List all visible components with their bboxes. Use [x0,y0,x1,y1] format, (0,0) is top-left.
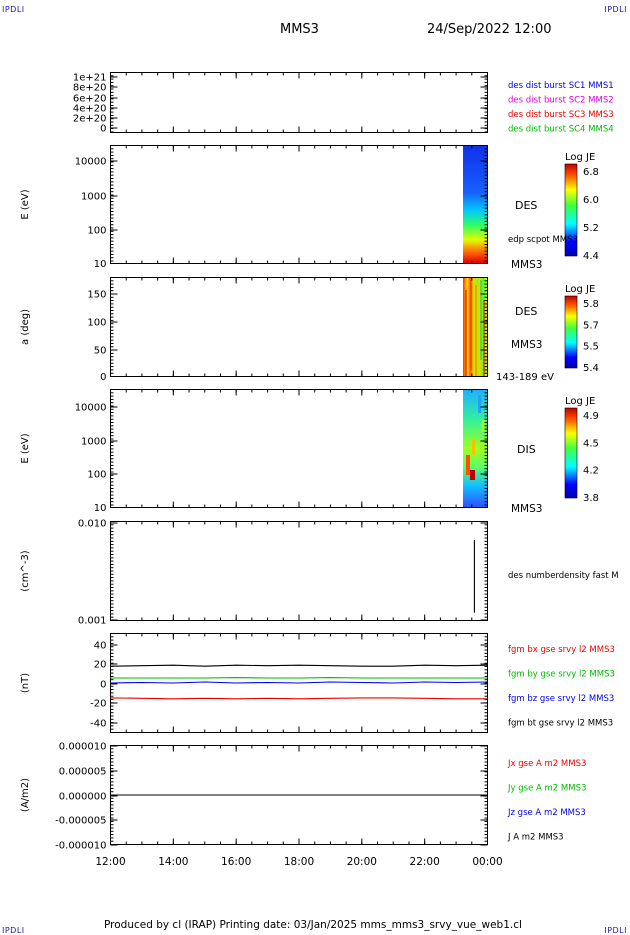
ylabel-density: (cm^-3) [20,550,31,591]
ylabel-dis_energy: E (eV) [20,433,31,463]
colorbar-tick-dis_energy: 4.2 [583,466,599,477]
legend-fgm: fgm bz gse srvy l2 MMS3 [508,694,614,704]
ytick-label-current: -0.000005 [55,816,106,827]
ylabel-fgm: (nT) [20,673,31,693]
ylabel-current: (A/m2) [20,778,31,812]
panel-des-energy-frame [111,146,488,264]
series-line-fgm [111,665,488,666]
legend-current: Jx gse A m2 MMS3 [507,759,586,769]
ytick-label-dis_energy: 10000 [75,403,107,414]
ytick-label-current: -0.000010 [55,841,106,852]
sublabel-des-energy: edp scpot MMS3 [508,235,578,245]
ytick-label-des_energy: 1000 [81,192,106,203]
ytick-label-fgm: 0 [100,680,106,691]
ytick-label-dis_energy: 10 [94,503,107,514]
colorbar-tick-des_pitch: 5.4 [583,363,599,374]
colorbar-tick-des_pitch: 5.8 [583,299,599,310]
legend-dist: des dist burst SC2 MMS2 [508,96,614,106]
colorbar-tick-dis_energy: 3.8 [583,493,599,504]
label-des-energy: DES [515,199,537,212]
data-lines [111,133,488,796]
time-tick-label: 22:00 [410,856,440,868]
colorbar-tick-dis_energy: 4.5 [583,438,599,449]
colorbar-des-pitch [565,296,577,368]
legend-density: des numberdensity fast M [508,571,619,581]
sc-des-energy: MMS3 [511,259,542,271]
ytick-label-des_pitch: 100 [87,318,106,329]
legend-fgm: fgm bt gse srvy l2 MMS3 [508,719,613,729]
ylabel-des_pitch: a (deg) [20,309,31,345]
colorbar-tick-des_energy: 5.2 [583,223,599,234]
time-tick-label: 16:00 [221,856,251,868]
sc-dis-energy: MMS3 [511,503,542,515]
ytick-label-current: 0.000005 [59,767,107,778]
legend-dist: des dist burst SC1 MMS1 [508,81,614,91]
legend-current: Jz gse A m2 MMS3 [507,808,586,818]
legend-fgm: fgm bx gse srvy l2 MMS3 [508,645,615,655]
ytick-label-current: 0.000010 [59,742,107,753]
label-des-pitch: DES [515,305,537,318]
ytick-label-density: 0.010 [78,519,107,530]
des-energy-spectrogram [463,146,487,263]
time-tick-label: 20:00 [347,856,377,868]
axis-text: 1e+218e+206e+204e+202e+20010000100010010… [20,73,619,869]
ytick-label-des_pitch: 0 [100,372,106,383]
ytick-label-fgm: 20 [94,660,107,671]
colorbar-tick-des_pitch: 5.7 [583,320,599,331]
ytick-label-des_pitch: 150 [87,290,106,301]
colorbar-tick-des_energy: 6.8 [583,167,599,178]
series-line-fgm [111,698,488,699]
label-dis-energy: DIS [517,443,536,456]
panel-dis-energy-frame [111,390,488,508]
legend-dist: des dist burst SC3 MMS3 [508,110,614,120]
ytick-label-des_energy: 10000 [75,157,107,168]
range-des-pitch: 143-189 eV [496,372,554,383]
ytick-label-density: 0.001 [78,616,107,627]
footer-text: Produced by cl (IRAP) Printing date: 03/… [104,919,522,931]
ytick-label-fgm: -40 [90,719,106,730]
time-tick-label: 12:00 [95,856,125,868]
colorbar-title-des_energy: Log JE [565,152,595,163]
ytick-label-des_energy: 100 [87,226,106,237]
colorbar-dis-energy [565,408,577,498]
ytick-label-dis_energy: 1000 [81,437,106,448]
panel-des-pitch-frame [111,278,488,377]
legend-fgm: fgm by gse srvy l2 MMS3 [508,670,615,680]
ytick-label-fgm: 40 [94,641,107,652]
legend-current: J A m2 MMS3 [507,833,564,843]
series-line-fgm [111,682,488,683]
time-tick-label: 18:00 [284,856,314,868]
colorbar-tick-des_energy: 4.4 [583,251,599,262]
colorbar-tick-des_pitch: 5.5 [583,342,599,353]
panel-dist-frame [111,73,488,133]
time-tick-label: 14:00 [158,856,188,868]
panel-density-frame [111,522,488,621]
ytick-label-des_pitch: 50 [94,346,107,357]
ytick-label-dist: 0 [100,124,106,135]
colorbar-tick-dis_energy: 4.9 [583,411,599,422]
ytick-label-dis_energy: 100 [87,470,106,481]
colorbar-tick-des_energy: 6.0 [583,195,599,206]
ytick-label-fgm: -20 [90,699,106,710]
ylabel-des_energy: E (eV) [20,189,31,219]
legend-dist: des dist burst SC4 MMS4 [508,125,614,135]
ytick-label-current: 0.000000 [59,792,107,803]
colorbar-title-dis_energy: Log JE [565,396,595,407]
legend-current: Jy gse A m2 MMS3 [507,784,586,794]
ytick-label-des_energy: 10 [94,259,107,270]
ytick-label-dist: 8e+20 [73,83,107,94]
axis-ticks [111,73,488,846]
colorbar-title-des_pitch: Log JE [565,284,595,295]
sc-des-pitch: MMS3 [511,339,542,351]
time-tick-label: 00:00 [472,856,502,868]
